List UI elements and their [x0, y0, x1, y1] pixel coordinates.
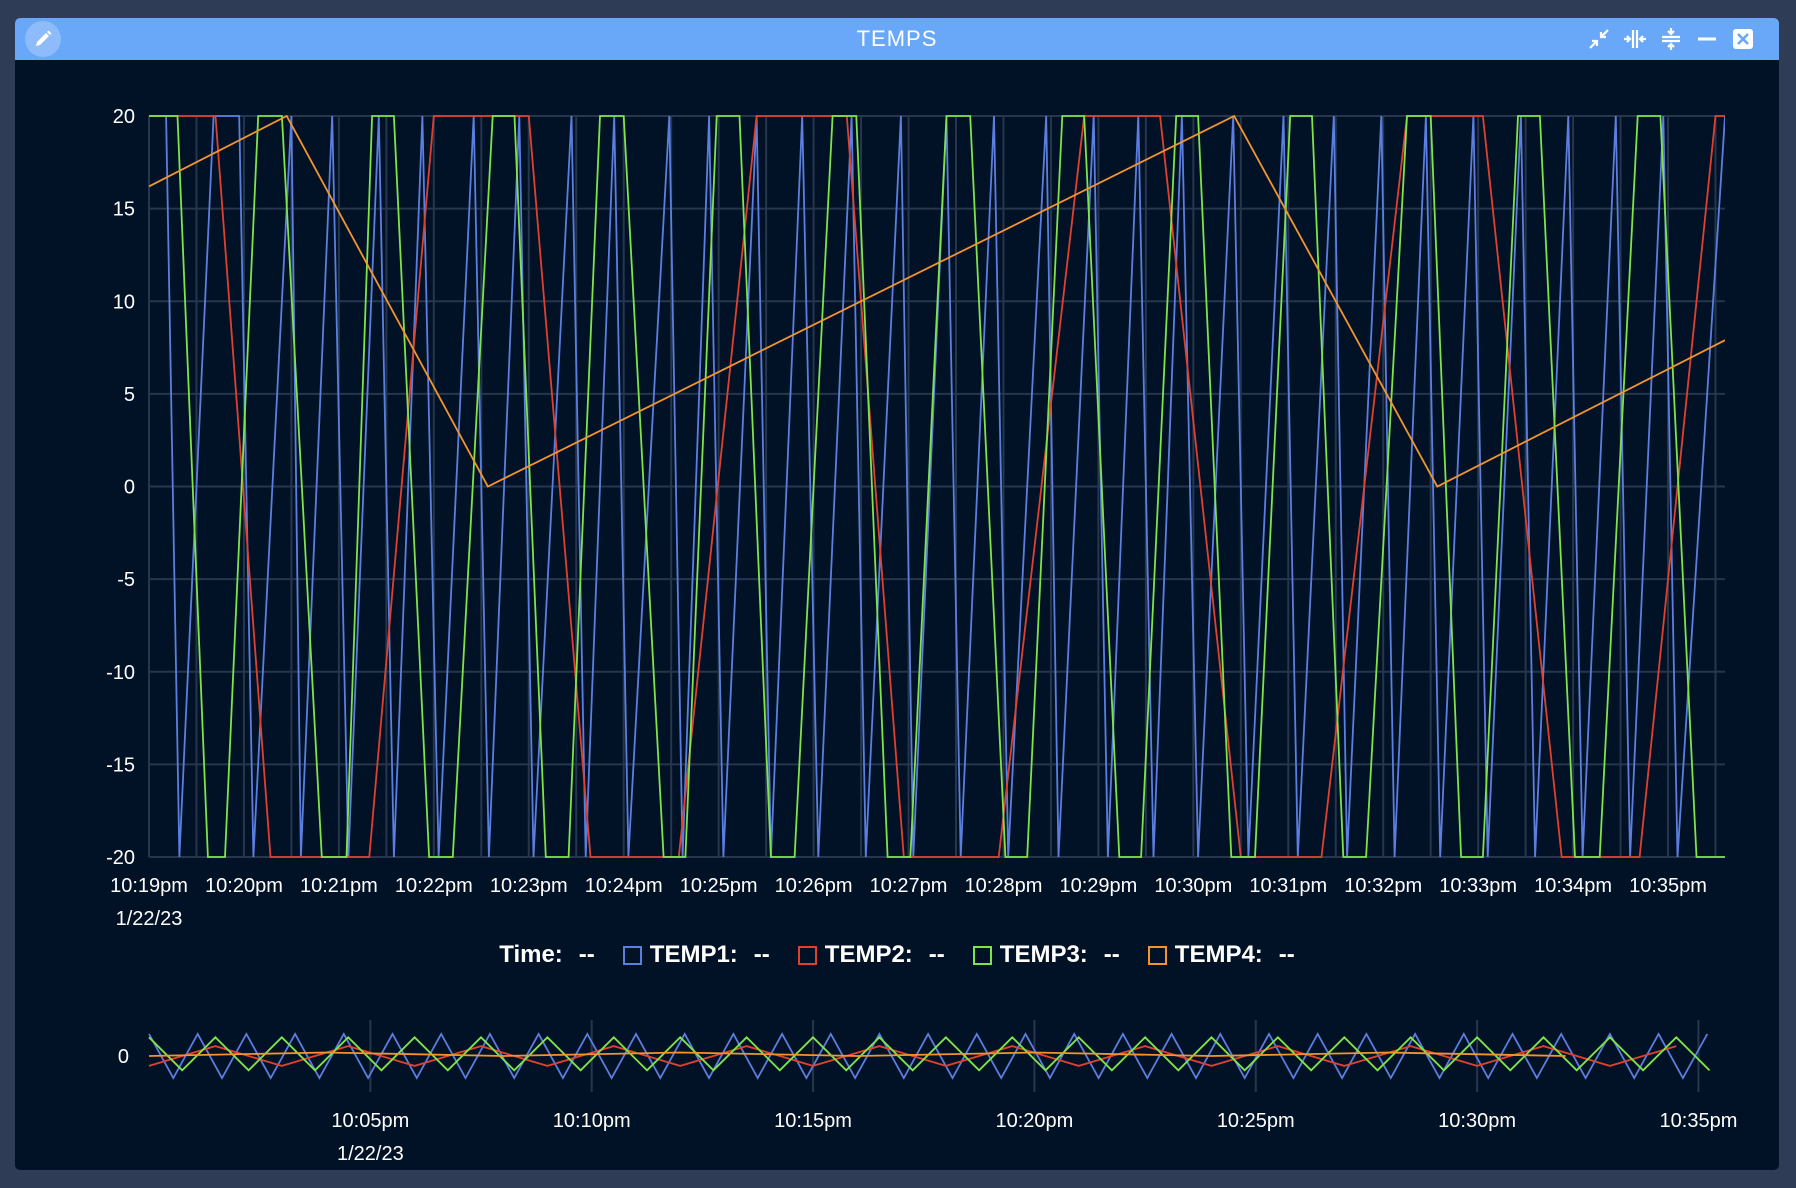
window-titlebar[interactable]: TEMPS — [15, 18, 1779, 60]
y-tick-label: 10 — [113, 291, 135, 313]
legend-swatch-temp3[interactable] — [972, 945, 992, 965]
legend-item-temp4[interactable]: TEMP4: -- — [1147, 941, 1295, 969]
y-tick-label: 20 — [113, 106, 135, 128]
x-tick-label: 10:31pm — [1249, 875, 1327, 897]
y-tick-label: 5 — [124, 384, 135, 406]
overview-x-tick-label: 10:10pm — [553, 1110, 631, 1132]
legend-label-temp4: TEMP4: — [1174, 941, 1263, 968]
close-icon[interactable] — [1729, 25, 1757, 53]
overview-x-tick-label: 10:15pm — [774, 1110, 852, 1132]
x-tick-label: 10:24pm — [585, 875, 663, 897]
collapse-icon[interactable] — [1585, 25, 1613, 53]
overview-x-tick-label: 10:25pm — [1217, 1110, 1295, 1132]
x-tick-label: 10:32pm — [1344, 875, 1422, 897]
series-line-temp2 — [149, 115, 1725, 858]
overview-x-tick-label: 10:20pm — [995, 1110, 1073, 1132]
y-tick-label: 0 — [124, 477, 135, 499]
x-tick-label: 10:29pm — [1059, 875, 1137, 897]
y-tick-label: -5 — [117, 569, 135, 591]
overview-series-line-temp4 — [148, 1051, 1566, 1057]
series-line-temp3 — [149, 115, 1725, 858]
legend-value-temp2: -- — [928, 941, 945, 968]
x-tick-label: 10:30pm — [1154, 875, 1232, 897]
x-tick-label: 10:27pm — [870, 875, 948, 897]
chart-legend: Time: -- TEMP1: -- TEMP2: -- TEMP3: -- T… — [15, 937, 1779, 973]
y-tick-label: 15 — [113, 199, 135, 221]
main-line-chart[interactable]: 20 15 10 5 0 -5 -10 -15 -20 10:19pm 10:20pm 10:21pm… — [15, 60, 1779, 937]
expand-width-icon[interactable] — [1621, 25, 1649, 53]
legend-time: Time: -- — [499, 941, 595, 969]
collapse-height-icon[interactable] — [1657, 25, 1685, 53]
x-tick-label: 10:35pm — [1629, 875, 1707, 897]
legend-label-temp3: TEMP3: — [999, 941, 1088, 968]
legend-swatch-temp4[interactable] — [1147, 945, 1167, 965]
x-tick-label: 10:34pm — [1534, 875, 1612, 897]
temps-window: TEMPS — [15, 18, 1779, 1170]
overview-x-tick-label: 10:35pm — [1660, 1110, 1738, 1132]
legend-swatch-temp2[interactable] — [797, 945, 817, 965]
x-tick-label: 10:20pm — [205, 875, 283, 897]
legend-value-temp1: -- — [753, 941, 770, 968]
x-tick-label: 10:26pm — [775, 875, 853, 897]
x-date-label: 1/22/23 — [116, 908, 183, 930]
y-tick-label: -20 — [106, 847, 135, 869]
legend-label-temp2: TEMP2: — [824, 941, 913, 968]
legend-item-temp1[interactable]: TEMP1: -- — [622, 941, 770, 969]
overview-x-date-label: 1/22/23 — [337, 1143, 404, 1165]
legend-label-temp1: TEMP1: — [649, 941, 738, 968]
legend-swatch-temp1[interactable] — [622, 945, 642, 965]
legend-item-temp2[interactable]: TEMP2: -- — [797, 941, 945, 969]
x-tick-label: 10:28pm — [965, 875, 1043, 897]
x-tick-label: 10:22pm — [395, 875, 473, 897]
edit-icon[interactable] — [25, 21, 61, 57]
legend-time-value: -- — [578, 941, 595, 968]
y-tick-label: -10 — [106, 662, 135, 684]
legend-item-temp3[interactable]: TEMP3: -- — [972, 941, 1120, 969]
legend-value-temp4: -- — [1278, 941, 1295, 968]
series-line-temp4 — [149, 115, 1725, 488]
legend-value-temp3: -- — [1103, 941, 1120, 968]
y-tick-label: -15 — [106, 754, 135, 776]
overview-line-chart[interactable]: 0 10:05pm 10:10pm 10:15pm 10:20pm 10:25pm 10:3… — [15, 1018, 1779, 1170]
overview-x-tick-label: 10:05pm — [331, 1110, 409, 1132]
x-tick-label: 10:21pm — [300, 875, 378, 897]
overview-y-tick-label: 0 — [118, 1046, 129, 1068]
x-tick-label: 10:23pm — [490, 875, 568, 897]
x-tick-label: 10:25pm — [680, 875, 758, 897]
window-title: TEMPS — [856, 26, 938, 51]
x-tick-label: 10:33pm — [1439, 875, 1517, 897]
legend-time-label: Time: — [499, 941, 563, 968]
overview-x-tick-label: 10:30pm — [1438, 1110, 1516, 1132]
minimize-icon[interactable] — [1693, 25, 1721, 53]
x-tick-label: 10:19pm — [110, 875, 188, 897]
